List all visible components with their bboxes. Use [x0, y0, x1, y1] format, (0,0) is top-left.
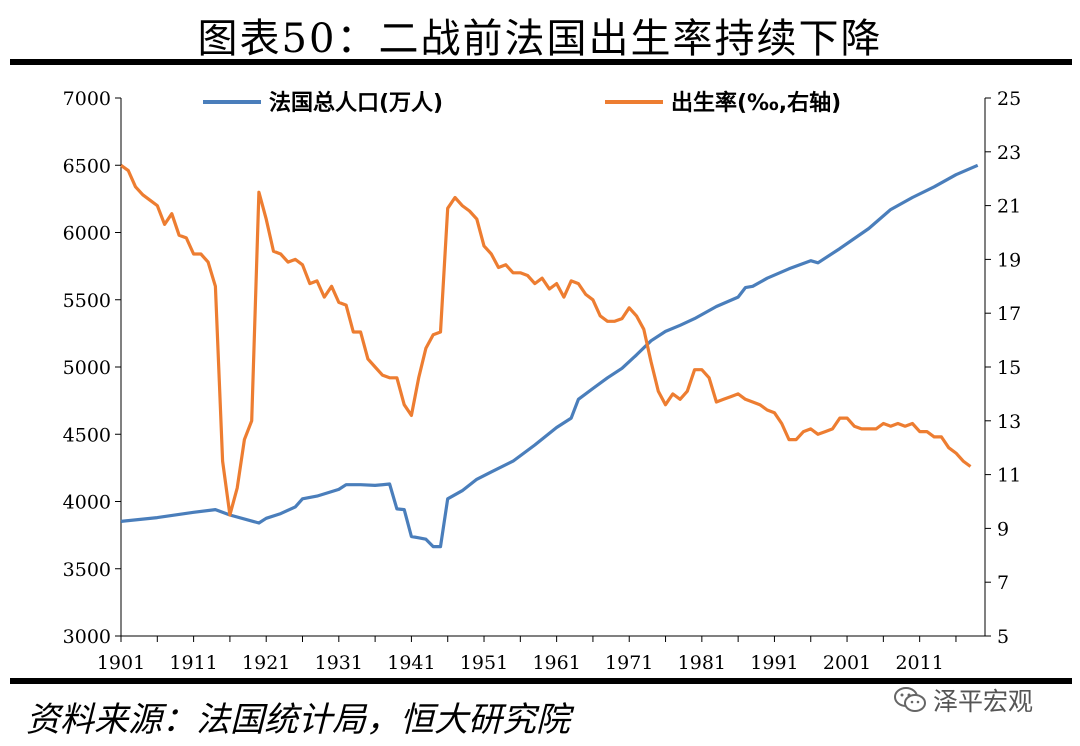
y-left-tick-label: 3500 [63, 559, 111, 581]
x-tick-label: 1991 [750, 652, 798, 674]
chart-axes [115, 97, 991, 642]
y-left-tick-label: 4000 [63, 492, 111, 514]
y-left-tick-label: 6500 [63, 155, 111, 177]
x-tick-label: 2001 [823, 652, 871, 674]
y-right-tick-label: 23 [997, 142, 1021, 164]
y-right-tick-label: 9 [997, 518, 1009, 540]
legend: 法国总人口(万人) 出生率(‰,右轴) [203, 90, 841, 116]
birth-rate-line [120, 164, 972, 517]
wechat-icon [894, 687, 926, 712]
x-tick-label: 1941 [387, 652, 435, 674]
y-right-tick-label: 13 [997, 411, 1021, 433]
x-tick-label: 1911 [169, 652, 217, 674]
y-left-tick-label: 5500 [63, 290, 111, 312]
source-note: 资料来源：法国统计局，恒大研究院 [26, 700, 570, 740]
y-right-tick-label: 17 [997, 303, 1021, 325]
y-right-tick-label: 7 [997, 572, 1009, 594]
population-line [120, 163, 979, 549]
y-right-tick-label: 21 [997, 196, 1021, 218]
y-right-tick-label: 11 [997, 465, 1021, 487]
y-right-tick-label: 25 [997, 88, 1021, 110]
x-tick-label: 2011 [895, 652, 943, 674]
x-tick-label: 1931 [315, 652, 363, 674]
y-left-tick-label: 6000 [63, 223, 111, 245]
x-tick-label: 1921 [242, 652, 290, 674]
source-rule [10, 678, 1072, 684]
y-left-tick-label: 4500 [63, 424, 111, 446]
tick-labels: 3000 3500 4000 4500 5000 5500 6000 6500 7000 5 7 9 1… [63, 88, 1022, 674]
y-left-tick-label: 5000 [63, 357, 111, 379]
x-tick-label: 1981 [678, 652, 726, 674]
x-tick-label: 1951 [460, 652, 508, 674]
x-tick-label: 1961 [532, 652, 580, 674]
x-tick-label: 1901 [97, 652, 145, 674]
legend-label: 出生率(‰,右轴) [671, 90, 841, 116]
watermark: 泽平宏观 [893, 682, 1033, 718]
x-tick-label: 1971 [605, 652, 653, 674]
y-right-tick-label: 5 [997, 626, 1009, 648]
y-left-tick-label: 3000 [63, 626, 111, 648]
y-left-tick-label: 7000 [63, 88, 111, 110]
legend-label: 法国总人口(万人) [269, 90, 443, 116]
title-rule [10, 59, 1072, 65]
watermark-text: 泽平宏观 [933, 687, 1034, 716]
series-lines [120, 163, 979, 549]
y-right-tick-label: 19 [997, 249, 1021, 271]
y-right-tick-label: 15 [997, 357, 1021, 379]
page-title: 图表50：二战前法国出生率持续下降 [197, 16, 883, 62]
